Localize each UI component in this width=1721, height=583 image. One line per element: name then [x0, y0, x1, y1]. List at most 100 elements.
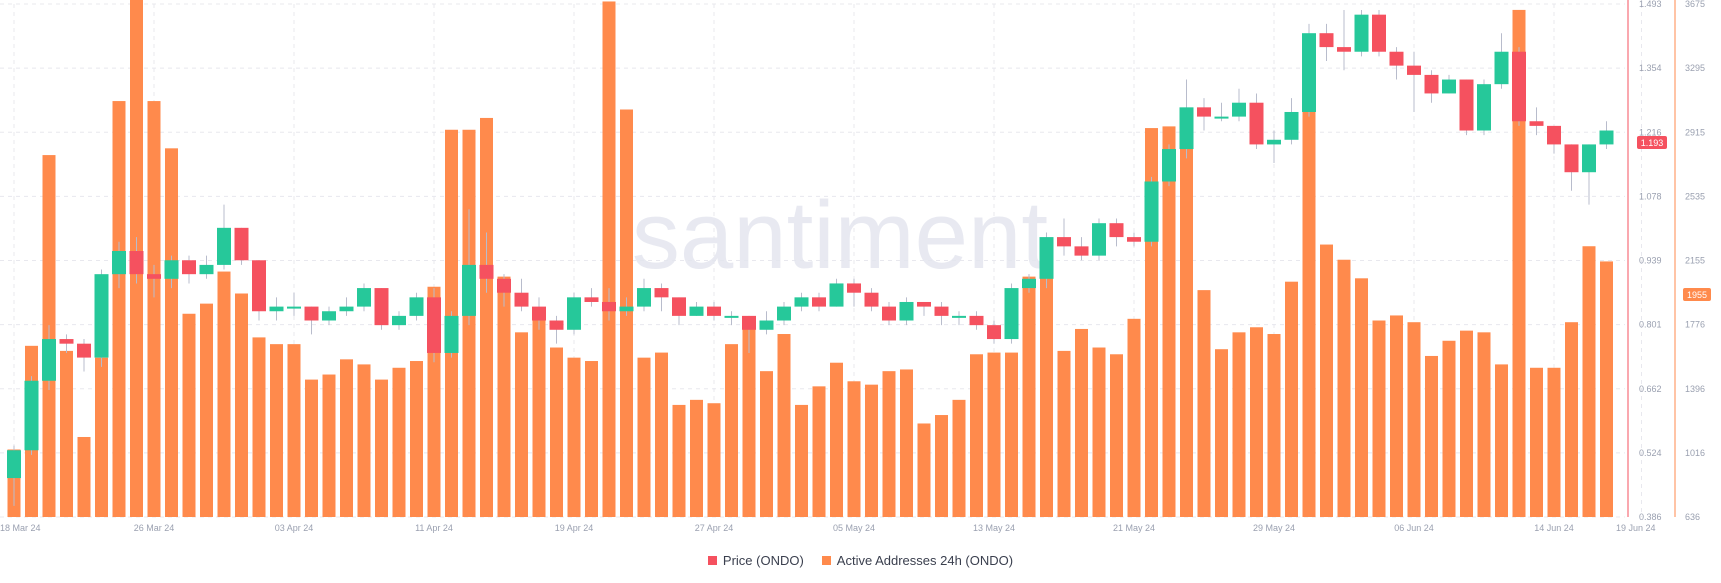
- price-candle-up: [24, 380, 39, 451]
- price-candle-down: [1547, 125, 1561, 145]
- price-candle-down: [882, 306, 896, 321]
- price-candle-down: [864, 292, 879, 307]
- price-candle-up: [567, 297, 581, 330]
- price-candle-down: [742, 315, 756, 330]
- active-addresses-bar: [550, 347, 563, 517]
- addresses-axis-tick-label: 1776: [1685, 320, 1705, 330]
- active-addresses-bar: [987, 352, 1001, 517]
- addresses-axis-tick-label: 636: [1685, 512, 1700, 522]
- x-axis-tick-label: 29 May 24: [1253, 523, 1295, 533]
- x-axis-tick-label: 14 Jun 24: [1534, 523, 1574, 533]
- active-addresses-bar: [882, 371, 896, 517]
- active-addresses-bar: [1460, 330, 1473, 517]
- x-axis-tick-label: 05 May 24: [833, 523, 875, 533]
- active-addresses-bar: [1582, 246, 1596, 517]
- legend-swatch-price: [707, 555, 717, 565]
- price-axis-tick-label: 1.216: [1639, 127, 1662, 137]
- price-candle-down: [1337, 47, 1351, 52]
- legend-item-price[interactable]: Price (ONDO): [707, 552, 804, 568]
- legend-item-active-addresses[interactable]: Active Addresses 24h (ONDO): [821, 553, 1013, 568]
- active-addresses-bar: [95, 357, 108, 517]
- price-candle-up: [444, 315, 459, 353]
- price-axis-tick-label: 1.078: [1639, 191, 1662, 201]
- price-candle-down: [584, 297, 599, 302]
- price-candle-up: [1477, 84, 1491, 131]
- x-axis-tick-label: 26 Mar 24: [134, 523, 175, 533]
- active-addresses-bar: [602, 1, 616, 518]
- price-candles: [7, 10, 1614, 506]
- active-addresses-bar: [480, 117, 493, 518]
- address-badge: 1955: [1687, 290, 1707, 300]
- addresses-axis-tick-label: 1396: [1685, 384, 1705, 394]
- price-candle-up: [794, 297, 809, 307]
- x-axis-tick-label: 13 May 24: [973, 523, 1015, 533]
- active-addresses-bar: [917, 423, 931, 517]
- addresses-axis-tick-label: 3675: [1685, 0, 1705, 9]
- price-candle-up: [322, 311, 336, 321]
- price-candle-down: [549, 320, 564, 330]
- price-candle-up: [7, 450, 21, 479]
- price-candle-down: [672, 297, 686, 316]
- price-candle-down: [917, 301, 931, 307]
- active-addresses-bar: [1005, 352, 1018, 517]
- active-addresses-bar: [970, 354, 983, 517]
- price-candle-down: [707, 306, 721, 316]
- price-candle-up: [1004, 288, 1019, 340]
- active-addresses-bar: [1512, 9, 1526, 517]
- active-addresses-bar: [952, 399, 966, 517]
- price-candle-up: [112, 251, 126, 275]
- price-candle-up: [1232, 102, 1246, 117]
- price-candle-up: [357, 288, 371, 307]
- active-addresses-bar: [1390, 315, 1403, 517]
- active-addresses-bar: [305, 379, 318, 517]
- active-addresses-bar: [1320, 244, 1333, 517]
- active-addresses-bar: [672, 404, 686, 517]
- price-candle-down: [1109, 223, 1124, 238]
- price-candle-up: [1582, 144, 1596, 173]
- active-addresses-bar: [1477, 332, 1491, 517]
- price-candle-down: [427, 297, 441, 353]
- active-addresses-bar: [252, 337, 266, 517]
- price-candle-down: [374, 288, 389, 326]
- active-addresses-bar: [497, 276, 511, 517]
- active-addresses-bar: [935, 415, 948, 517]
- price-candle-down: [182, 260, 196, 275]
- active-addresses-bar: [1302, 40, 1316, 518]
- legend-label-price: Price (ONDO): [722, 552, 804, 568]
- price-candle-down: [1424, 74, 1439, 94]
- active-addresses-bars: [7, 0, 1613, 518]
- active-addresses-bar: [1250, 327, 1263, 517]
- active-addresses-bar: [165, 148, 178, 517]
- price-candle-down: [987, 325, 1001, 340]
- price-candle-down: [1249, 102, 1264, 145]
- x-axis-tick-label: 06 Jun 24: [1394, 523, 1434, 533]
- active-addresses-bar: [1180, 143, 1193, 517]
- value-badges: 1.193 1955: [1637, 136, 1711, 301]
- price-candle-down: [77, 343, 91, 358]
- active-addresses-bar: [865, 384, 878, 517]
- active-addresses-bar: [567, 357, 581, 517]
- price-candle-down: [532, 306, 546, 321]
- price-candle-up: [1179, 107, 1194, 150]
- x-axis-tick-label: 18 Mar 24: [0, 523, 41, 533]
- active-addresses-bar: [707, 403, 721, 517]
- active-addresses-bar: [1547, 367, 1561, 517]
- price-candle-up: [952, 315, 966, 318]
- price-axis-tick-label: 0.662: [1639, 384, 1662, 394]
- active-addresses-bar: [112, 101, 126, 518]
- price-candle-up: [392, 315, 406, 326]
- price-candle-up: [199, 264, 214, 275]
- price-candle-up: [1442, 79, 1456, 94]
- x-axis-tick-label: 19 Jun 24: [1616, 523, 1656, 533]
- addresses-axis-tick-label: 2915: [1685, 127, 1705, 137]
- price-candle-up: [1144, 181, 1159, 242]
- active-addresses-bar: [725, 344, 738, 517]
- active-addresses-bar: [1267, 334, 1281, 517]
- active-addresses-bar: [742, 325, 756, 517]
- active-addresses-bar: [217, 271, 231, 517]
- x-axis-tick-label: 21 May 24: [1113, 523, 1155, 533]
- active-addresses-bar: [655, 352, 668, 517]
- price-axis-tick-label: 0.386: [1639, 512, 1662, 522]
- price-candle-up: [339, 306, 354, 312]
- active-addresses-bar: [392, 367, 406, 517]
